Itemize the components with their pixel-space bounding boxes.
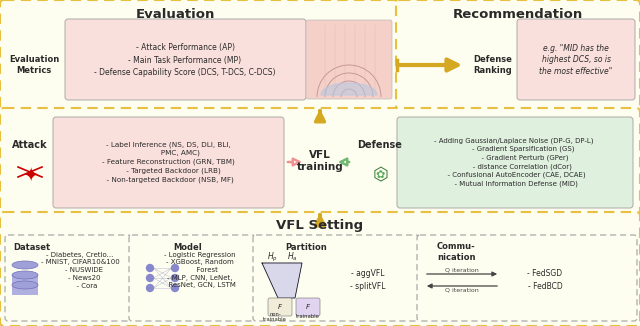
Text: - Diabetes, Cretio...
- MNIST, CIFAR10&100
    - NUSWIDE
    - News20
      - Co: - Diabetes, Cretio... - MNIST, CIFAR10&1… bbox=[40, 251, 120, 289]
Text: e.g. "MID has the
highest DCS, so is
the most effective": e.g. "MID has the highest DCS, so is the… bbox=[540, 44, 612, 76]
Text: - aggVFL
- splitVFL: - aggVFL - splitVFL bbox=[350, 269, 386, 291]
Text: F: F bbox=[278, 304, 282, 310]
Text: F: F bbox=[306, 304, 310, 310]
Circle shape bbox=[147, 274, 154, 281]
Text: Dataset: Dataset bbox=[13, 244, 51, 253]
Text: training: training bbox=[296, 162, 344, 172]
Text: Model: Model bbox=[173, 244, 202, 253]
Bar bbox=[12, 275, 38, 285]
Ellipse shape bbox=[12, 271, 38, 279]
Circle shape bbox=[172, 274, 179, 281]
Bar bbox=[12, 285, 38, 295]
FancyBboxPatch shape bbox=[0, 0, 398, 110]
Ellipse shape bbox=[12, 261, 38, 269]
Circle shape bbox=[147, 264, 154, 272]
FancyBboxPatch shape bbox=[0, 108, 640, 214]
Text: - FedSGD
- FedBCD: - FedSGD - FedBCD bbox=[527, 269, 563, 291]
Text: non-
trainable: non- trainable bbox=[263, 312, 287, 322]
Text: Evaluation: Evaluation bbox=[135, 7, 214, 21]
Ellipse shape bbox=[12, 281, 38, 289]
FancyBboxPatch shape bbox=[397, 117, 633, 208]
Text: Evaluation
Metrics: Evaluation Metrics bbox=[9, 55, 59, 75]
Circle shape bbox=[147, 285, 154, 291]
Text: Q iteration: Q iteration bbox=[445, 288, 479, 292]
Polygon shape bbox=[262, 263, 302, 298]
Text: VFL: VFL bbox=[309, 150, 331, 160]
Text: Partition: Partition bbox=[285, 244, 327, 253]
FancyBboxPatch shape bbox=[517, 19, 635, 100]
Text: ⬡: ⬡ bbox=[372, 166, 388, 184]
Text: - Label Inference (NS, DS, DLI, BLI,
           PMC, AMC)
- Feature Reconstructi: - Label Inference (NS, DS, DLI, BLI, PMC… bbox=[102, 141, 234, 183]
Text: $H_p$: $H_p$ bbox=[266, 250, 278, 263]
Circle shape bbox=[172, 264, 179, 272]
FancyBboxPatch shape bbox=[65, 19, 306, 100]
Text: Defense: Defense bbox=[358, 140, 403, 150]
Text: - Logistic Regression
- XGBoost, Random
      Forest
- MLP, CNN, LeNet,
  ResNet: - Logistic Regression - XGBoost, Random … bbox=[164, 251, 236, 289]
FancyBboxPatch shape bbox=[417, 235, 637, 321]
Text: ✦: ✦ bbox=[22, 166, 38, 185]
Polygon shape bbox=[321, 83, 377, 95]
Text: Attack: Attack bbox=[12, 140, 48, 150]
Text: ✿: ✿ bbox=[375, 170, 385, 180]
Text: Commu-
nication: Commu- nication bbox=[436, 242, 476, 262]
FancyBboxPatch shape bbox=[268, 298, 292, 316]
Text: Recommendation: Recommendation bbox=[453, 7, 583, 21]
Text: - Adding Gaussian/Laplace Noise (DP-G, DP-L)
        - Gradient Sparsification (: - Adding Gaussian/Laplace Noise (DP-G, D… bbox=[435, 137, 594, 187]
Text: $H_a$: $H_a$ bbox=[287, 251, 298, 263]
Text: Q iteration: Q iteration bbox=[445, 268, 479, 273]
Text: VFL Setting: VFL Setting bbox=[276, 219, 364, 232]
FancyBboxPatch shape bbox=[396, 0, 640, 110]
Text: - Attack Performance (AP)
- Main Task Performance (MP)
- Defense Capability Scor: - Attack Performance (AP) - Main Task Pe… bbox=[94, 43, 276, 77]
FancyBboxPatch shape bbox=[253, 235, 419, 321]
Circle shape bbox=[172, 285, 179, 291]
FancyBboxPatch shape bbox=[306, 20, 392, 99]
FancyBboxPatch shape bbox=[5, 235, 131, 321]
Text: trainable: trainable bbox=[296, 315, 320, 319]
Text: Defense
Ranking: Defense Ranking bbox=[474, 55, 513, 75]
FancyBboxPatch shape bbox=[0, 212, 640, 326]
FancyBboxPatch shape bbox=[53, 117, 284, 208]
FancyBboxPatch shape bbox=[129, 235, 255, 321]
FancyBboxPatch shape bbox=[296, 298, 320, 316]
